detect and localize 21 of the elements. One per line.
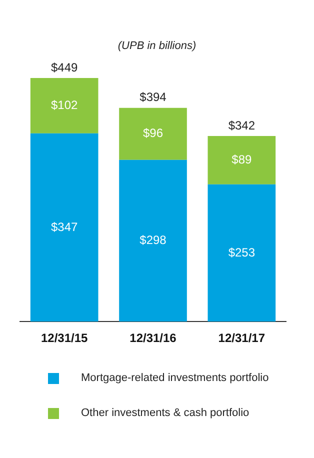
bar xyxy=(119,108,187,160)
data-label: $298 xyxy=(140,233,167,248)
bar xyxy=(119,160,187,322)
bar xyxy=(208,184,276,322)
data-label: $253 xyxy=(228,245,256,260)
data-label: $102 xyxy=(50,98,78,112)
legend-label: Mortgage-related investments portfolio xyxy=(81,372,269,384)
legend-label: Other investments & cash portfolio xyxy=(81,407,250,419)
chart-title: (UPB in billions) xyxy=(116,40,198,52)
total-label: $449 xyxy=(50,60,78,74)
total-label: $342 xyxy=(228,118,256,132)
x-tick-label: 12/31/16 xyxy=(130,331,177,346)
bar xyxy=(208,136,276,184)
data-label: $89 xyxy=(232,152,252,167)
total-label: $394 xyxy=(140,90,167,104)
x-tick-label: 12/31/17 xyxy=(218,331,266,346)
x-tick-label: 12/31/15 xyxy=(40,331,88,346)
data-label: $96 xyxy=(142,126,164,140)
data-label: $347 xyxy=(50,220,78,234)
bar xyxy=(30,133,98,322)
bar xyxy=(30,78,98,134)
